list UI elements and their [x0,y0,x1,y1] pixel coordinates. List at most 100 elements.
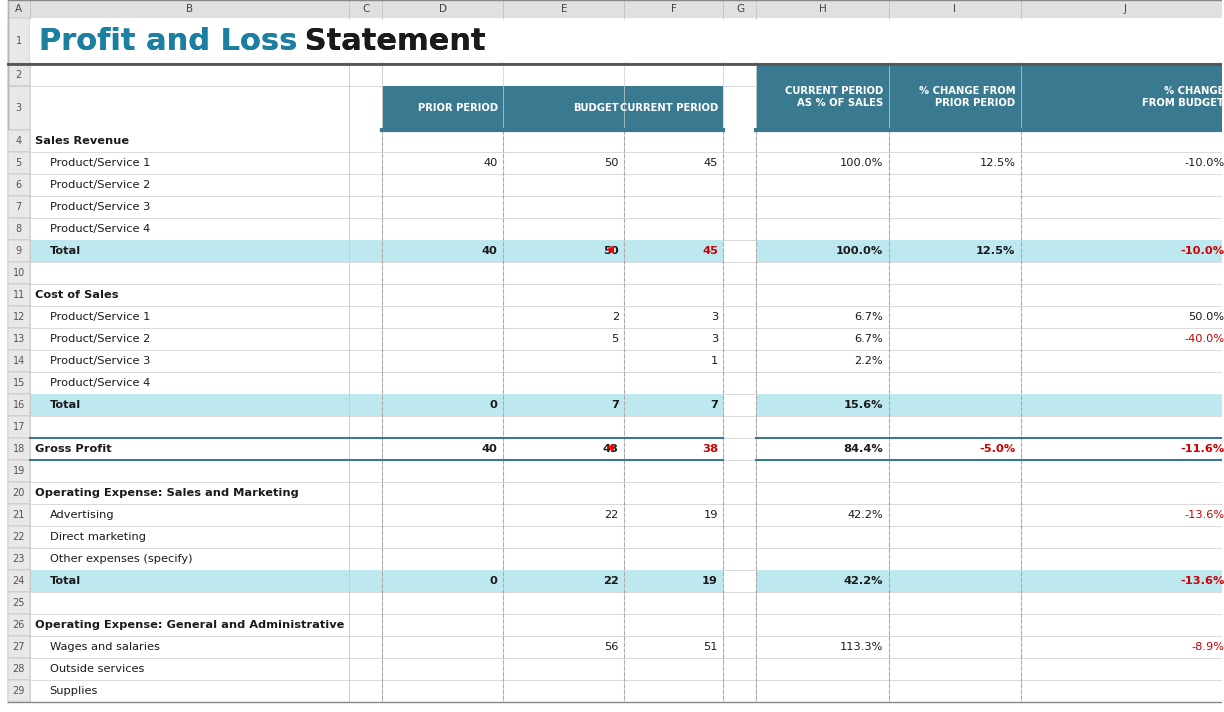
Text: -10.0%: -10.0% [1185,158,1224,168]
Text: Statement: Statement [294,26,486,56]
Text: 2: 2 [16,70,22,80]
Text: Product/Service 4: Product/Service 4 [49,378,149,388]
Bar [29,20,1224,62]
Text: 1: 1 [16,36,22,46]
Bar [7,218,29,240]
Text: 3: 3 [711,334,718,344]
Text: F: F [671,4,677,14]
Text: Other expenses (specify): Other expenses (specify) [49,554,192,564]
Text: PRIOR PERIOD: PRIOR PERIOD [417,103,498,113]
Bar [7,152,1224,174]
Bar [29,240,723,262]
Text: Operating Expense: General and Administrative: Operating Expense: General and Administr… [35,620,345,630]
Bar [756,64,889,130]
Bar [7,18,1224,64]
Text: Direct marketing: Direct marketing [49,532,146,542]
Text: 100.0%: 100.0% [836,246,884,256]
Bar [7,306,29,328]
Text: 19: 19 [703,576,718,586]
Text: 43: 43 [603,444,619,454]
Bar [7,86,1224,130]
Text: 6.7%: 6.7% [854,312,884,322]
Bar [7,570,1224,592]
Bar [7,460,29,482]
Bar [7,306,1224,328]
Text: Operating Expense: Sales and Marketing: Operating Expense: Sales and Marketing [35,488,299,498]
Bar [624,0,723,18]
Text: G: G [736,4,744,14]
Text: 7: 7 [611,400,619,410]
Bar [7,592,1224,614]
Text: -8.9%: -8.9% [1191,642,1224,652]
Bar [7,64,1224,86]
Bar [756,0,889,18]
Bar [7,636,1224,658]
Text: 19: 19 [704,510,718,520]
Text: 1: 1 [711,356,718,366]
Bar [7,328,1224,350]
Bar [7,284,1224,306]
Bar [7,240,1224,262]
Text: 4: 4 [16,136,22,146]
Text: C: C [362,4,370,14]
Text: 18: 18 [12,444,24,454]
Text: 5: 5 [612,334,619,344]
Bar [7,394,1224,416]
Bar [756,570,1224,592]
Bar [382,0,503,18]
Bar [624,86,723,130]
Text: Product/Service 2: Product/Service 2 [49,334,149,344]
Text: 40: 40 [482,444,498,454]
Bar [7,680,29,702]
Text: Product/Service 2: Product/Service 2 [49,180,149,190]
Text: Profit and Loss: Profit and Loss [38,26,297,56]
Text: 12.5%: 12.5% [979,158,1015,168]
Text: 51: 51 [704,642,718,652]
Bar [7,196,1224,218]
Bar [7,262,29,284]
Text: 5: 5 [16,158,22,168]
Bar [7,570,29,592]
Bar [7,174,29,196]
Text: 19: 19 [12,466,24,476]
Bar [7,394,29,416]
Bar [349,0,382,18]
Text: A: A [15,4,22,14]
Bar [756,394,1224,416]
Text: -10.0%: -10.0% [1180,246,1224,256]
Bar [7,636,29,658]
Bar [382,86,503,130]
Text: D: D [438,4,447,14]
Text: 15.6%: 15.6% [843,400,884,410]
Text: E: E [561,4,567,14]
Text: Outside services: Outside services [49,664,144,674]
Text: Total: Total [49,576,81,586]
Text: Product/Service 1: Product/Service 1 [49,158,149,168]
Text: 50: 50 [603,246,619,256]
Bar [503,86,624,130]
Bar [7,350,29,372]
Bar [7,372,29,394]
Bar [7,438,29,460]
Text: 22: 22 [12,532,24,542]
Text: 100.0%: 100.0% [840,158,884,168]
Bar [7,218,1224,240]
Text: 23: 23 [12,554,24,564]
Text: 45: 45 [703,246,718,256]
Bar [7,548,1224,570]
Text: -11.6%: -11.6% [1180,444,1224,454]
Bar [7,658,1224,680]
Bar [7,504,29,526]
Text: 12: 12 [12,312,24,322]
Text: -40.0%: -40.0% [1185,334,1224,344]
Text: CURRENT PERIOD: CURRENT PERIOD [619,103,718,113]
Text: -13.6%: -13.6% [1185,510,1224,520]
Bar [7,130,29,152]
Bar [889,64,1021,130]
Bar [7,548,29,570]
Text: Product/Service 1: Product/Service 1 [49,312,149,322]
Bar [7,482,29,504]
Text: Product/Service 3: Product/Service 3 [49,202,149,212]
Text: Supplies: Supplies [49,686,98,696]
Text: Cost of Sales: Cost of Sales [35,290,119,300]
